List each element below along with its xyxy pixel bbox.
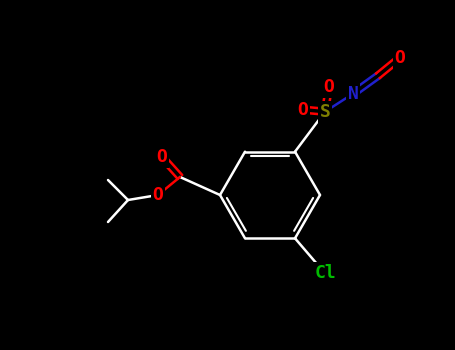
- Text: S: S: [319, 103, 330, 121]
- Text: O: O: [157, 148, 167, 166]
- Text: O: O: [324, 78, 334, 96]
- Text: N: N: [348, 85, 359, 103]
- Text: O: O: [298, 101, 308, 119]
- Text: O: O: [394, 49, 405, 67]
- Text: O: O: [152, 186, 163, 204]
- Text: Cl: Cl: [314, 264, 336, 282]
